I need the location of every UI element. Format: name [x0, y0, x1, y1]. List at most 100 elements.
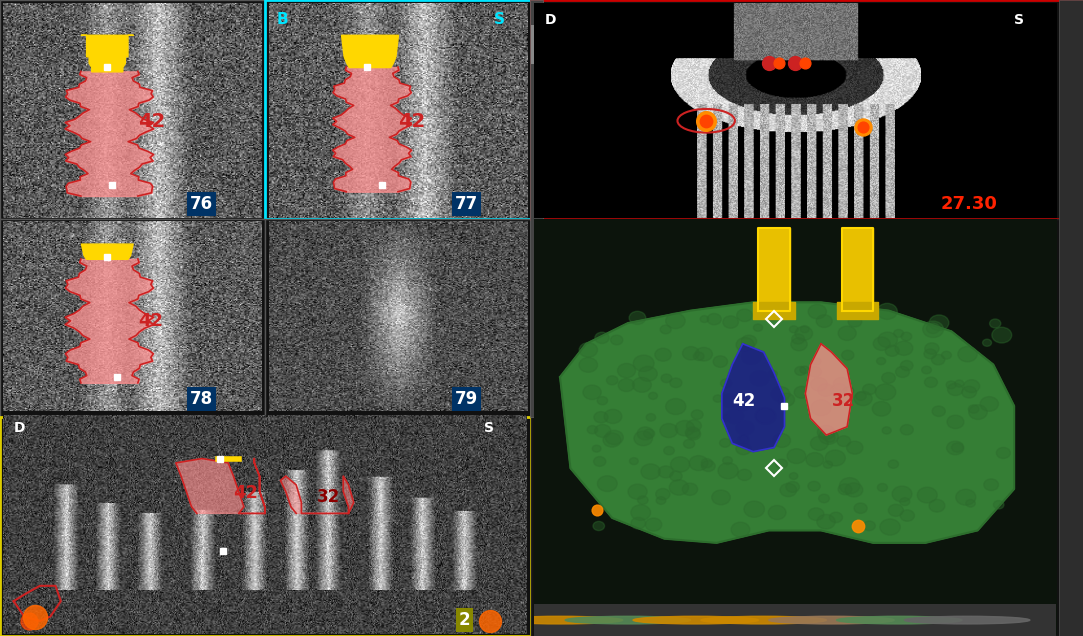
Circle shape [593, 522, 604, 530]
Circle shape [863, 521, 875, 530]
Text: 42: 42 [138, 112, 165, 131]
Point [697, 116, 715, 126]
Circle shape [819, 494, 830, 502]
Text: B: B [276, 12, 288, 27]
Circle shape [790, 326, 798, 333]
Circle shape [718, 463, 739, 479]
Circle shape [990, 319, 1001, 328]
Circle shape [925, 377, 938, 387]
Circle shape [996, 447, 1010, 459]
Circle shape [701, 459, 713, 467]
Point [854, 122, 872, 132]
Circle shape [823, 461, 833, 468]
Circle shape [565, 616, 691, 624]
Circle shape [687, 420, 702, 432]
Circle shape [900, 510, 914, 522]
Text: 32: 32 [317, 488, 340, 506]
Point [697, 116, 715, 126]
Circle shape [630, 505, 651, 520]
Circle shape [618, 378, 635, 392]
Polygon shape [175, 459, 264, 513]
Circle shape [755, 408, 774, 423]
Circle shape [925, 343, 939, 354]
Circle shape [689, 455, 708, 471]
Circle shape [695, 347, 713, 361]
Circle shape [825, 450, 846, 466]
Circle shape [629, 311, 645, 324]
Circle shape [497, 616, 623, 624]
Circle shape [649, 392, 657, 399]
Circle shape [736, 443, 751, 455]
Circle shape [872, 401, 890, 416]
Circle shape [738, 469, 752, 480]
Circle shape [647, 413, 655, 421]
Circle shape [966, 499, 976, 507]
Circle shape [611, 335, 623, 345]
Circle shape [808, 305, 826, 319]
Circle shape [742, 349, 761, 364]
Circle shape [879, 519, 900, 535]
Circle shape [833, 377, 850, 391]
Circle shape [792, 334, 805, 344]
Circle shape [824, 434, 835, 442]
Circle shape [873, 337, 890, 350]
Circle shape [641, 464, 661, 480]
Circle shape [754, 324, 762, 331]
Circle shape [968, 405, 979, 413]
Circle shape [702, 460, 715, 471]
Bar [531, 25, 542, 45]
Circle shape [603, 433, 621, 447]
Circle shape [707, 314, 721, 325]
Circle shape [736, 309, 753, 322]
Circle shape [714, 395, 722, 402]
Circle shape [720, 379, 731, 387]
Circle shape [740, 434, 748, 441]
Circle shape [818, 425, 835, 439]
Text: 32: 32 [832, 392, 854, 410]
Circle shape [808, 366, 822, 377]
Circle shape [634, 431, 653, 446]
Point [771, 58, 788, 68]
Point [760, 58, 778, 68]
Circle shape [726, 409, 744, 424]
Circle shape [769, 616, 895, 624]
Circle shape [637, 427, 653, 440]
Circle shape [744, 501, 765, 517]
Circle shape [722, 316, 739, 328]
Circle shape [595, 424, 611, 438]
Circle shape [941, 351, 952, 359]
Circle shape [645, 518, 662, 531]
Circle shape [675, 420, 694, 436]
Circle shape [800, 326, 809, 333]
Circle shape [655, 488, 670, 500]
Circle shape [947, 381, 956, 389]
Circle shape [895, 341, 913, 356]
Circle shape [900, 425, 913, 435]
Circle shape [876, 357, 886, 364]
Circle shape [848, 316, 862, 327]
Text: S: S [494, 12, 505, 27]
Circle shape [719, 439, 731, 447]
Polygon shape [280, 476, 354, 513]
Circle shape [628, 484, 648, 499]
Circle shape [931, 354, 944, 365]
Circle shape [843, 387, 853, 395]
Circle shape [808, 508, 824, 520]
Circle shape [892, 486, 912, 502]
Text: 76: 76 [190, 195, 212, 213]
Bar [530, 0, 543, 417]
Circle shape [900, 361, 913, 371]
Bar [531, 0, 1083, 219]
Circle shape [901, 332, 912, 341]
Circle shape [808, 481, 820, 491]
Circle shape [736, 338, 754, 352]
Bar [265, 219, 531, 417]
Circle shape [810, 436, 828, 450]
Circle shape [952, 443, 963, 452]
Circle shape [634, 355, 654, 371]
Circle shape [769, 370, 778, 377]
Circle shape [888, 504, 903, 516]
Circle shape [837, 436, 850, 446]
Circle shape [896, 366, 910, 377]
Circle shape [794, 386, 809, 398]
